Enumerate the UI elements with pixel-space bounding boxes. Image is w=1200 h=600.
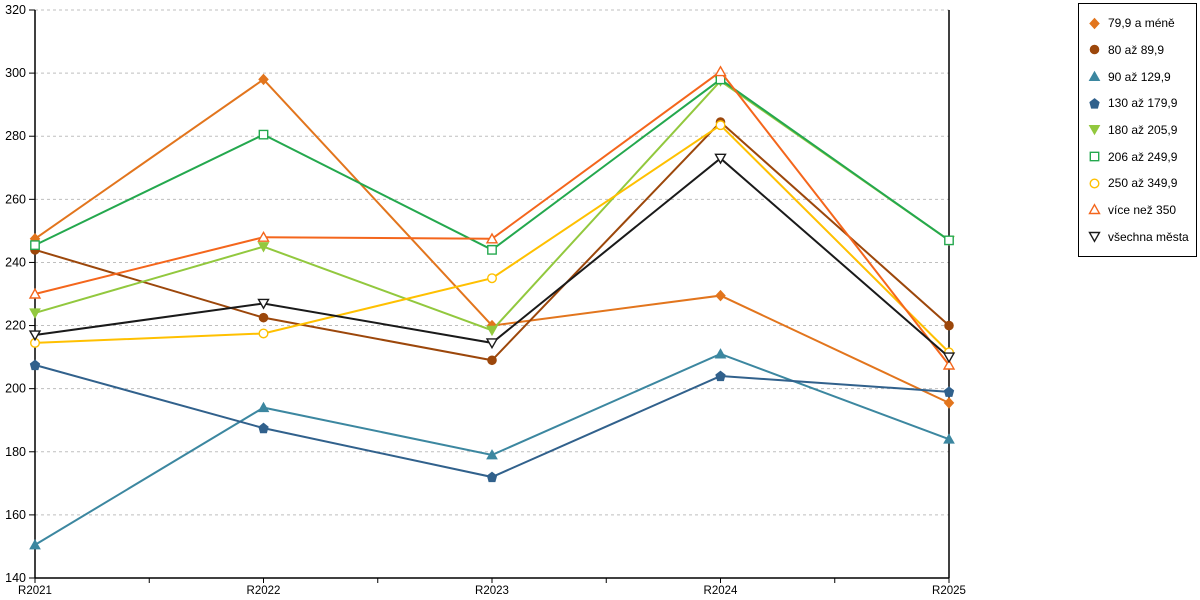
series-marker	[257, 298, 270, 310]
pentagon-icon	[1089, 97, 1100, 109]
y-axis-label: 200	[5, 382, 26, 396]
series-marker	[258, 129, 269, 140]
circle-icon	[1089, 178, 1100, 189]
x-axis-label: R2022	[247, 585, 281, 597]
legend-label: 90 až 129,9	[1108, 69, 1171, 84]
chart-legend: 79,9 a méně 80 až 89,9 90 až 129,9 130 až 1…	[1078, 3, 1197, 257]
triangle-down-icon	[1088, 125, 1101, 136]
y-axis-label: 280	[5, 129, 26, 143]
legend-item: 250 až 349,9	[1088, 176, 1196, 190]
series-line	[34, 364, 950, 479]
x-axis-label: R2025	[932, 585, 966, 597]
series-7	[28, 65, 956, 370]
diamond-icon	[1089, 17, 1100, 30]
y-axis-label: 320	[5, 3, 26, 17]
legend-label: 130 až 179,9	[1108, 96, 1178, 111]
legend-item: 80 až 89,9	[1088, 43, 1196, 57]
legend-label: více než 350	[1108, 202, 1177, 217]
x-axis-label: R2023	[475, 585, 509, 597]
series-marker	[943, 433, 955, 444]
series-marker	[29, 308, 41, 319]
y-axis-label: 160	[5, 508, 26, 522]
series-3	[29, 359, 955, 483]
legend-label: 80 až 89,9	[1108, 42, 1165, 57]
legend-item: více než 350	[1088, 203, 1196, 217]
series-marker	[715, 370, 726, 382]
series-marker	[943, 397, 955, 409]
series-marker	[487, 273, 498, 284]
series-marker	[485, 338, 499, 350]
y-axis-label: 220	[5, 319, 26, 333]
series-marker	[714, 348, 727, 359]
legend-item: 130 až 179,9	[1088, 96, 1196, 110]
y-axis-label: 140	[5, 571, 26, 585]
y-axis-label: 260	[5, 192, 26, 206]
triangle-up-icon	[1088, 70, 1101, 82]
triangle-down-icon	[1088, 231, 1101, 243]
legend-item: 180 až 205,9	[1088, 123, 1196, 137]
series-1	[30, 117, 954, 366]
series-marker	[487, 244, 497, 255]
series-marker	[258, 422, 269, 434]
series-2	[29, 348, 955, 550]
series-marker	[28, 287, 42, 299]
x-axis-label: R2024	[704, 585, 738, 597]
series-marker	[29, 539, 41, 550]
series-marker	[257, 242, 270, 253]
y-axis-label: 240	[5, 255, 26, 269]
series-marker	[29, 359, 41, 371]
series-marker	[258, 312, 269, 323]
legend-item: 206 až 249,9	[1088, 150, 1196, 164]
legend-item: 79,9 a méně	[1088, 16, 1196, 30]
triangle-up-icon	[1088, 203, 1101, 215]
series-marker	[28, 330, 42, 342]
series-marker	[258, 73, 269, 86]
series-marker	[486, 325, 498, 337]
legend-label: 180 až 205,9	[1108, 122, 1178, 137]
series-marker	[715, 289, 726, 302]
series-5	[30, 74, 954, 255]
series-marker	[486, 449, 498, 460]
y-axis-label: 300	[5, 66, 26, 80]
series-marker	[714, 153, 727, 165]
circle-icon	[1089, 45, 1100, 55]
x-axis-label: R2021	[18, 585, 52, 597]
legend-label: všechna města	[1108, 229, 1189, 244]
y-axis-label: 180	[5, 445, 26, 459]
square-icon	[1089, 151, 1100, 162]
series-line	[34, 78, 950, 251]
legend-label: 79,9 a méně	[1108, 16, 1175, 31]
series-line	[34, 79, 950, 332]
series-marker	[485, 232, 499, 244]
series-marker	[487, 355, 497, 366]
legend-item: 90 až 129,9	[1088, 70, 1196, 84]
series-marker	[714, 65, 727, 77]
series-marker	[257, 230, 270, 242]
series-marker	[486, 471, 498, 483]
series-marker	[944, 235, 954, 246]
series-marker	[258, 328, 269, 339]
series-marker	[942, 358, 956, 370]
series-marker	[257, 401, 270, 413]
series-marker	[715, 120, 726, 131]
legend-label: 206 až 249,9	[1108, 149, 1178, 164]
legend-item: všechna města	[1088, 230, 1196, 244]
series-8	[28, 153, 956, 364]
series-marker	[944, 320, 954, 331]
series-marker	[943, 386, 955, 397]
series-marker	[30, 240, 40, 250]
series-marker	[942, 352, 956, 364]
legend-label: 250 až 349,9	[1108, 176, 1178, 191]
